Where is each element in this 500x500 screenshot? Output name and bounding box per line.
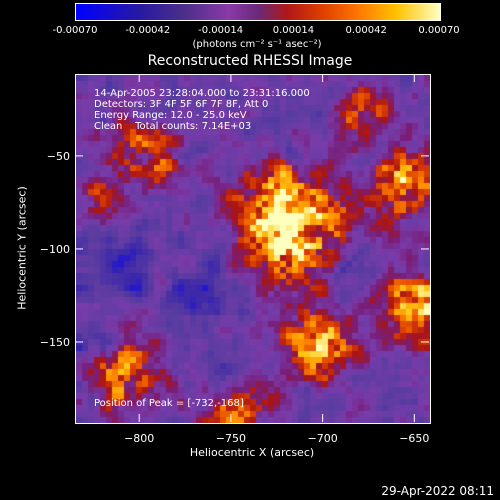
annotation-energy: Energy Range: 12.0 - 25.0 keV [94,110,247,121]
colorbar-tick-label: -0.00070 [52,25,98,36]
colorbar [75,3,441,21]
annotation-peak: Position of Peak = [-732,-168] [94,398,244,409]
y-tick-label: −50 [47,150,70,163]
heatmap-image [76,75,430,423]
x-tick-label: −750 [216,432,246,445]
chart-title: Reconstructed RHESSI Image [147,53,353,69]
annotation-detectors: Detectors: 3F 4F 5F 6F 7F 8F, Att 0 [94,99,269,110]
timestamp-footer: 29-Apr-2022 08:11 [381,484,494,498]
x-tick-label: −800 [124,432,154,445]
y-tick-label: −150 [40,336,70,349]
colorbar-tick-label: -0.00042 [125,25,171,36]
colorbar-tick-label: 0.00042 [345,25,387,36]
colorbar-unit-label: (photons cm⁻² s⁻¹ asec⁻²) [192,39,322,50]
y-axis-label: Heliocentric Y (arcsec) [15,186,29,310]
annotation-time: 14-Apr-2005 23:28:04.000 to 23:31:16.000 [94,88,310,99]
colorbar-tick-label: -0.00014 [198,25,244,36]
colorbar-tick-label: 0.00070 [418,25,460,36]
x-tick-label: −650 [399,432,429,445]
y-tick-label: −100 [40,243,70,256]
x-tick-label: −700 [308,432,338,445]
annotation-clean: Clean Total counts: 7.14E+03 [94,121,252,132]
colorbar-tick-label: 0.00014 [272,25,315,36]
x-axis-label: Heliocentric X (arcsec) [189,446,315,459]
plot-area [75,74,431,424]
